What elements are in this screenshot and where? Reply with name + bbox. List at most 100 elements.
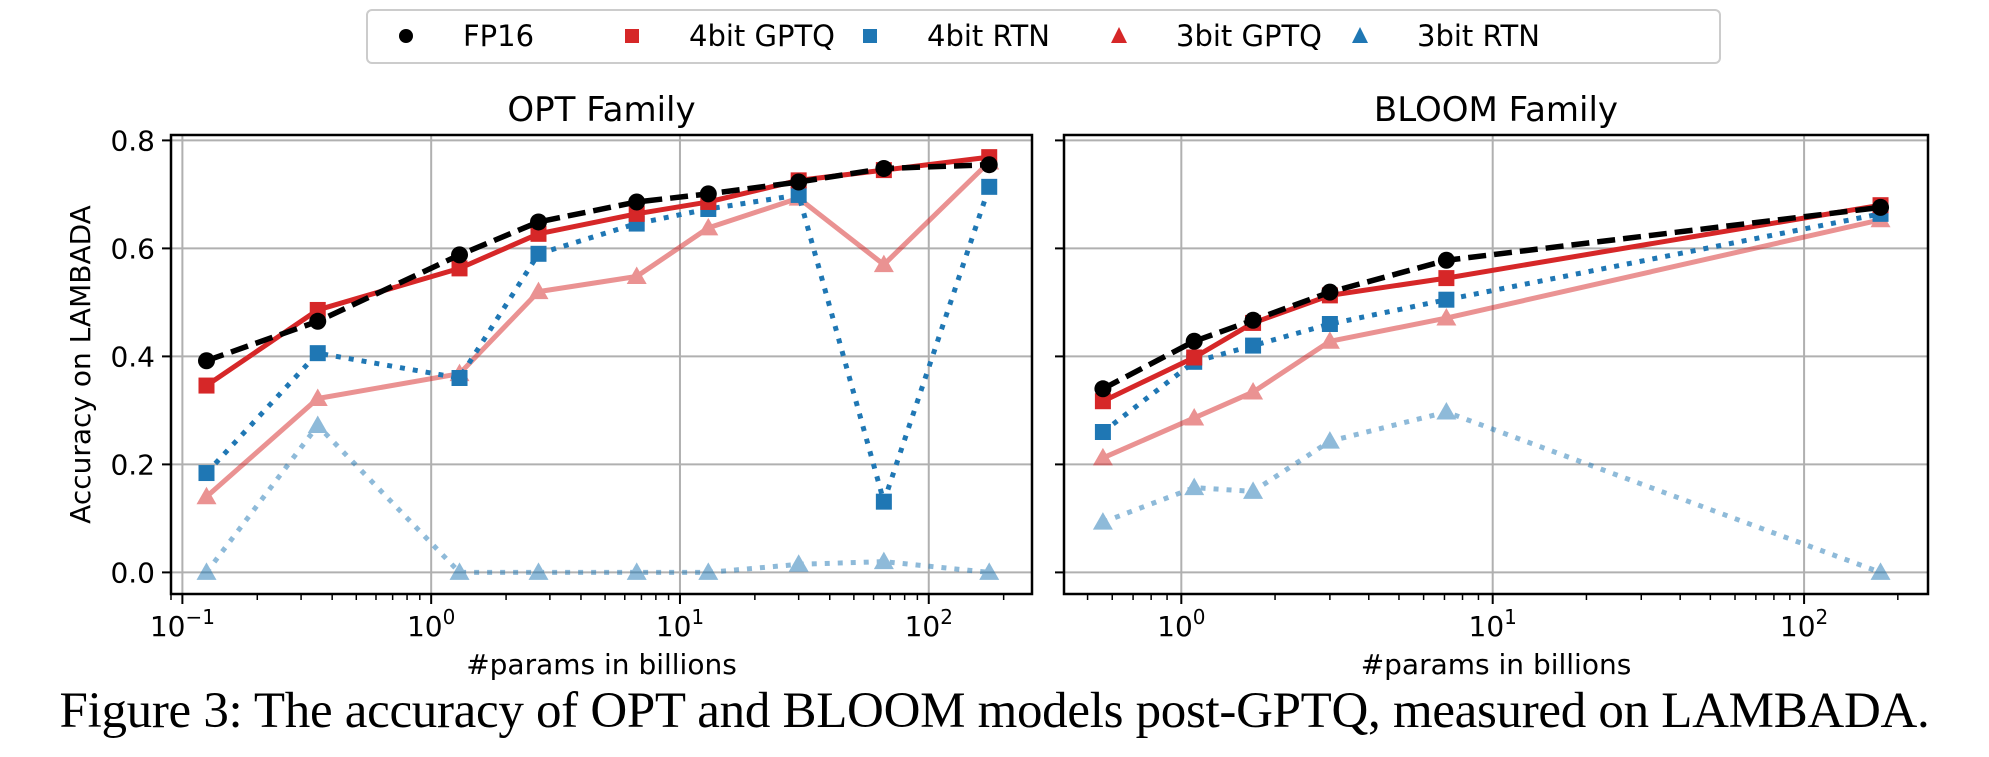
data-point-fp16 — [875, 159, 893, 177]
legend-item-fp16: FP16 — [399, 19, 534, 53]
data-point-fp16 — [1437, 251, 1455, 269]
data-point-fp16 — [1244, 311, 1262, 329]
data-point-4bit-rtn — [981, 178, 998, 195]
legend-item-3bit-gptq: 3bit GPTQ — [1111, 19, 1322, 53]
x-axis-label: #params in billions — [466, 648, 737, 680]
legend-item-3bit-rtn: 3bit RTN — [1352, 19, 1540, 53]
data-point-fp16 — [980, 156, 998, 174]
series-line-fp16 — [205, 161, 990, 364]
legend-label: 3bit RTN — [1417, 19, 1540, 53]
series-line-4bit-rtn — [204, 186, 992, 505]
y-tick-label: 0.2 — [110, 448, 155, 481]
legend-label: 3bit GPTQ — [1176, 19, 1322, 53]
x-tick-label: 100 — [407, 605, 455, 643]
legend-box — [366, 9, 1721, 64]
series-fp16 — [197, 156, 998, 370]
data-point-fp16 — [1321, 283, 1339, 301]
grid — [171, 135, 1032, 594]
y-tick-label: 0.4 — [110, 340, 155, 373]
figure: FP16 4bit GPTQ 4bit RTN 3bit GPTQ 3bit RTN 0… — [64, 9, 1930, 680]
data-point-4bit-gptq — [1186, 349, 1203, 366]
series-3bit-gptq — [1092, 209, 1891, 466]
legend-label: FP16 — [463, 19, 534, 53]
data-point-3bit-rtn — [1436, 402, 1457, 420]
data-point-3bit-gptq — [1436, 308, 1457, 326]
data-point-fp16 — [451, 246, 469, 264]
plot-frame — [1062, 133, 1930, 596]
data-point-3bit-rtn — [528, 562, 549, 580]
y-tick-label: 0.6 — [110, 232, 155, 265]
data-point-3bit-rtn — [1870, 562, 1891, 580]
data-point-4bit-gptq — [451, 260, 468, 277]
data-point-4bit-gptq — [628, 205, 645, 222]
data-point-3bit-rtn — [873, 551, 894, 570]
x-tick-label: 100 — [1157, 605, 1205, 643]
data-point-3bit-gptq — [1092, 447, 1113, 466]
y-tick-label: 0.8 — [110, 124, 155, 157]
data-point-3bit-gptq — [1319, 331, 1340, 349]
legend-item-4bit-gptq: 4bit GPTQ — [625, 19, 835, 53]
data-point-3bit-rtn — [1092, 512, 1113, 530]
data-point-3bit-gptq — [307, 388, 328, 407]
legend-item-4bit-rtn: 4bit RTN — [863, 19, 1050, 53]
data-point-3bit-rtn — [196, 562, 217, 580]
data-point-4bit-rtn — [790, 186, 807, 203]
data-point-fp16 — [1094, 380, 1112, 398]
series-line-fp16 — [1101, 204, 1881, 392]
x-axis-label: #params in billions — [1361, 648, 1632, 680]
data-point-3bit-gptq — [626, 266, 647, 284]
data-point-4bit-gptq — [198, 377, 215, 394]
figure-caption: Figure 3: The accuracy of OPT and BLOOM … — [59, 683, 1930, 739]
series-line-4bit-rtn — [1101, 211, 1882, 434]
data-point-3bit-rtn — [1243, 481, 1264, 499]
legend-marker-circle — [399, 29, 413, 43]
data-point-fp16 — [628, 193, 646, 211]
data-point-3bit-gptq — [1184, 407, 1205, 426]
x-tick-label: 102 — [1780, 605, 1828, 643]
grid — [1064, 135, 1928, 594]
data-point-3bit-rtn — [1319, 431, 1340, 449]
data-point-fp16 — [197, 352, 215, 370]
data-point-fp16 — [1872, 198, 1890, 216]
x-tick-label: 10−1 — [150, 605, 215, 643]
data-point-fp16 — [699, 185, 717, 203]
series-line-3bit-gptq — [1101, 217, 1882, 461]
legend-marker-triangle — [1352, 27, 1368, 43]
panel-title: OPT Family — [507, 90, 695, 130]
x-tick-label: 101 — [1469, 605, 1517, 643]
y-tick-label: 0.0 — [110, 556, 155, 589]
series-3bit-rtn — [196, 415, 1000, 580]
legend: FP16 4bit GPTQ 4bit RTN 3bit GPTQ 3bit RTN — [366, 9, 1721, 64]
data-point-3bit-rtn — [788, 554, 809, 572]
legend-marker-square — [863, 29, 877, 43]
data-point-fp16 — [529, 213, 547, 231]
data-point-3bit-rtn — [698, 562, 719, 580]
data-point-fp16 — [309, 312, 327, 330]
series-line-4bit-gptq — [1101, 202, 1881, 404]
x-tick-label: 102 — [905, 605, 953, 643]
series-3bit-rtn — [1092, 402, 1891, 580]
legend-marker-square — [625, 29, 639, 43]
series-4bit-rtn — [198, 178, 998, 510]
x-tick-label: 101 — [656, 605, 704, 643]
data-point-4bit-rtn — [198, 465, 215, 482]
legend-marker-triangle — [1111, 27, 1127, 43]
data-point-3bit-rtn — [1184, 477, 1205, 496]
data-point-4bit-gptq — [530, 225, 547, 242]
data-point-4bit-gptq — [1094, 393, 1111, 410]
data-point-3bit-rtn — [626, 562, 647, 580]
legend-label: 4bit RTN — [927, 19, 1050, 53]
data-point-3bit-gptq — [528, 281, 549, 300]
data-point-4bit-rtn — [1245, 337, 1262, 354]
series-group — [196, 149, 1000, 580]
series-fp16 — [1094, 198, 1890, 398]
series-line-3bit-rtn — [204, 423, 990, 575]
legend-label: 4bit GPTQ — [689, 19, 835, 53]
data-point-4bit-rtn — [1321, 316, 1338, 332]
data-point-3bit-gptq — [196, 486, 217, 505]
data-point-3bit-gptq — [1243, 382, 1264, 400]
data-point-4bit-gptq — [1438, 270, 1455, 287]
data-point-fp16 — [790, 173, 808, 191]
data-point-4bit-rtn — [530, 245, 547, 262]
data-point-3bit-rtn — [307, 415, 328, 434]
